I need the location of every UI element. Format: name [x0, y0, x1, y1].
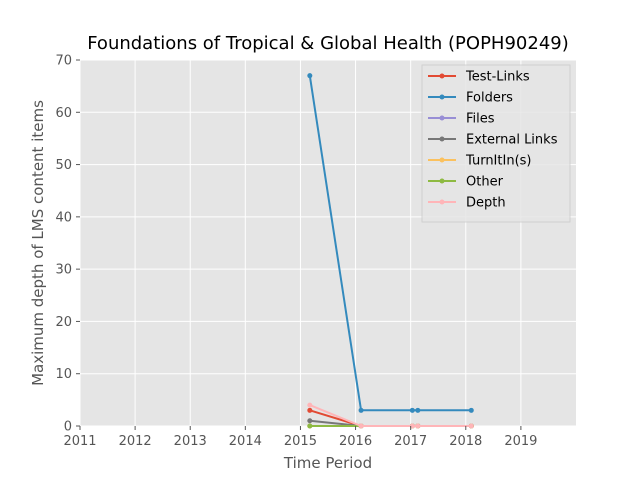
y-tick-label: 70 — [55, 54, 72, 69]
legend-item: Files — [428, 112, 495, 127]
legend-label: Folders — [466, 91, 513, 106]
legend: Test-Links Folders Files External Links Turn… — [421, 64, 571, 223]
legend-item: Test-Links — [428, 70, 530, 85]
x-ticks: 2011 2012 2013 2014 2015 2016 2017 2018 2019 — [63, 426, 537, 449]
x-tick-label: 2015 — [284, 434, 317, 449]
data-point-folders — [409, 407, 415, 413]
data-point-folders — [307, 73, 313, 79]
x-tick-label: 2018 — [449, 434, 482, 449]
y-tick-label: 30 — [55, 263, 72, 278]
data-point-depth — [307, 402, 313, 408]
legend-item: External Links — [428, 133, 558, 148]
y-tick-label: 10 — [55, 367, 72, 382]
legend-marker — [439, 115, 445, 121]
x-tick-label: 2017 — [394, 434, 427, 449]
x-tick-label: 2019 — [504, 434, 537, 449]
legend-label: Depth — [466, 196, 506, 211]
x-tick-label: 2011 — [63, 434, 96, 449]
data-point-depth — [415, 423, 421, 429]
legend-label: External Links — [466, 133, 558, 148]
legend-item: Depth — [428, 196, 506, 211]
series-group — [307, 73, 474, 429]
y-ticks: 0 10 20 30 40 50 60 70 — [55, 54, 80, 435]
y-tick-label: 20 — [55, 315, 72, 330]
y-tick-label: 50 — [55, 158, 72, 173]
y-tick-label: 40 — [55, 210, 72, 225]
x-tick-label: 2016 — [339, 434, 372, 449]
data-point-folders — [358, 407, 364, 413]
y-axis-label: Maximum depth of LMS content items — [29, 100, 47, 386]
legend-label: Other — [466, 175, 504, 190]
x-axis-label: Time Period — [283, 454, 372, 472]
legend-marker — [439, 199, 445, 205]
legend-item: Other — [428, 175, 504, 190]
legend-marker — [439, 157, 445, 163]
legend-marker — [439, 178, 445, 184]
data-point-depth — [468, 423, 474, 429]
legend-label: TurnItIn(s) — [465, 154, 531, 169]
data-point-external-links — [307, 418, 313, 424]
data-point-folders — [468, 407, 474, 413]
legend-label: Files — [466, 112, 495, 127]
x-tick-label: 2014 — [229, 434, 262, 449]
data-point-depth — [358, 423, 364, 429]
y-tick-label: 60 — [55, 106, 72, 121]
data-point-folders — [415, 407, 421, 413]
chart-title: Foundations of Tropical & Global Health … — [87, 33, 569, 54]
x-tick-label: 2012 — [119, 434, 152, 449]
y-tick-label: 0 — [64, 420, 72, 435]
legend-marker — [439, 73, 445, 79]
legend-item: TurnItIn(s) — [428, 154, 531, 169]
series-folders — [307, 73, 474, 413]
legend-label: Test-Links — [465, 70, 530, 85]
legend-item: Folders — [428, 91, 513, 106]
data-point-test-links — [307, 407, 313, 413]
legend-marker — [439, 94, 445, 100]
series-depth — [307, 402, 474, 429]
data-point-other — [307, 423, 313, 429]
x-tick-label: 2013 — [174, 434, 207, 449]
legend-box — [421, 64, 571, 223]
legend-marker — [439, 136, 445, 142]
